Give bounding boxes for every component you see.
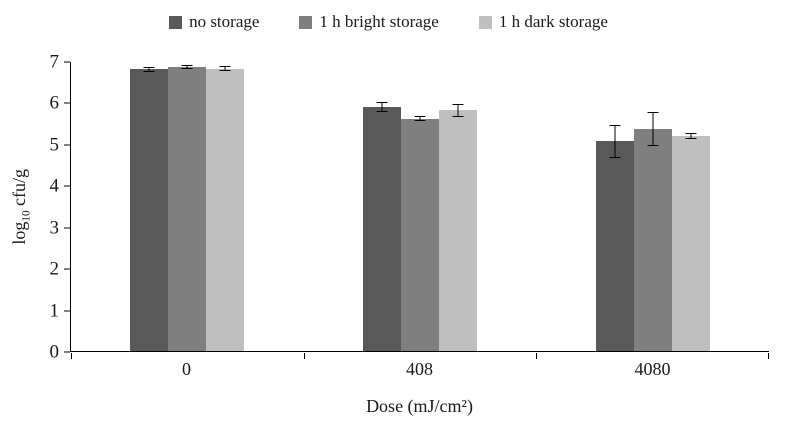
x-tick-label: 4080 xyxy=(634,358,671,379)
error-bar-cap xyxy=(414,120,426,122)
bar-group xyxy=(130,62,245,351)
bar-no-storage xyxy=(130,66,169,351)
x-tick-label: 408 xyxy=(406,358,433,379)
error-bar-line xyxy=(224,67,226,71)
y-tick-label: 7 xyxy=(49,51,60,73)
bar-1-h-dark-storage xyxy=(671,133,710,351)
error-bar-cap xyxy=(219,66,231,68)
y-tick-label: 3 xyxy=(49,217,60,239)
y-axis-title: log10 cfu/g xyxy=(8,62,34,352)
bar-1-h-dark-storage xyxy=(438,104,477,351)
error-bar-cap xyxy=(452,115,464,117)
chart-legend: no storage 1 h bright storage 1 h dark s… xyxy=(8,10,769,34)
legend-item-no-storage: no storage xyxy=(169,12,259,32)
error-bar xyxy=(376,102,388,113)
error-bar-line xyxy=(614,125,616,157)
error-bar-line xyxy=(690,134,692,139)
x-axis: 0 408 4080 xyxy=(70,352,769,386)
error-bar-cap xyxy=(685,133,697,135)
error-bar-cap xyxy=(414,116,426,118)
error-bar xyxy=(143,66,155,73)
error-bar-cap xyxy=(609,124,621,126)
error-bar-cap xyxy=(647,145,659,147)
error-bar-cap xyxy=(376,111,388,113)
x-tick-mark xyxy=(768,352,769,359)
y-tick-label: 5 xyxy=(49,134,60,156)
y-axis-title-text: log10 cfu/g xyxy=(9,169,33,245)
error-bar-cap xyxy=(219,70,231,72)
legend-label: 1 h bright storage xyxy=(319,12,439,31)
error-bar xyxy=(452,104,464,117)
y-tick-mark xyxy=(64,351,70,353)
error-bar xyxy=(181,65,193,69)
error-bar-line xyxy=(419,117,421,121)
legend-label: no storage xyxy=(189,12,260,31)
chart-area: log10 cfu/g 0 1 2 3 4 5 6 7 0 408 4080 Dose (mJ/c… xyxy=(8,53,769,430)
x-tick-mark xyxy=(536,352,538,359)
error-bar-cap xyxy=(181,67,193,69)
y-title-pre: log xyxy=(9,221,30,245)
error-bar-cap xyxy=(143,71,155,73)
y-axis: 0 1 2 3 4 5 6 7 xyxy=(34,53,70,362)
x-axis-title: Dose (mJ/cm²) xyxy=(366,396,473,416)
error-bar xyxy=(647,111,659,147)
legend-label: 1 h dark storage xyxy=(498,12,608,31)
legend-swatch xyxy=(169,15,183,29)
bar-no-storage xyxy=(362,102,401,351)
y-tick-mark xyxy=(64,227,70,229)
error-bar-cap xyxy=(181,65,193,67)
y-tick-mark xyxy=(64,185,70,187)
bar-group xyxy=(595,62,710,351)
error-bar-line xyxy=(457,105,459,116)
error-bar xyxy=(609,124,621,158)
y-tick-label: 4 xyxy=(49,175,60,197)
y-tick-mark xyxy=(64,102,70,104)
y-tick-label: 0 xyxy=(49,341,60,363)
legend-item-dark-storage: 1 h dark storage xyxy=(478,12,608,32)
y-title-sub: 10 xyxy=(20,210,33,222)
error-bar-line xyxy=(186,66,188,68)
error-bar-cap xyxy=(647,111,659,113)
y-title-post: cfu/g xyxy=(9,169,30,211)
bar-1-h-bright-storage xyxy=(168,65,207,351)
error-bar xyxy=(219,66,231,72)
y-tick-label: 1 xyxy=(49,300,60,322)
error-bar-line xyxy=(652,112,654,146)
error-bar-cap xyxy=(143,66,155,68)
y-tick-mark xyxy=(64,144,70,146)
bar-1-h-dark-storage xyxy=(206,66,245,351)
bar-1-h-bright-storage xyxy=(633,111,672,351)
plot-area xyxy=(70,62,769,359)
legend-swatch xyxy=(478,15,492,29)
y-tick-label: 6 xyxy=(49,92,60,114)
error-bar-cap xyxy=(376,102,388,104)
bar-group xyxy=(362,62,477,351)
y-tick-mark xyxy=(64,268,70,270)
error-bar-line xyxy=(148,67,150,72)
error-bar-cap xyxy=(609,156,621,158)
error-bar-cap xyxy=(685,138,697,140)
error-bar-cap xyxy=(452,104,464,106)
bar-no-storage xyxy=(595,124,634,351)
y-tick-label: 2 xyxy=(49,258,60,280)
y-tick-mark xyxy=(64,310,70,312)
x-tick-mark xyxy=(303,352,305,359)
y-tick-mark xyxy=(64,61,70,63)
legend-item-bright-storage: 1 h bright storage xyxy=(299,12,439,32)
x-tick-mark xyxy=(71,352,72,359)
error-bar xyxy=(414,116,426,122)
legend-swatch xyxy=(299,15,313,29)
x-tick-label: 0 xyxy=(182,358,191,379)
error-bar-line xyxy=(381,103,383,112)
error-bar xyxy=(685,133,697,140)
bar-1-h-bright-storage xyxy=(400,116,439,351)
